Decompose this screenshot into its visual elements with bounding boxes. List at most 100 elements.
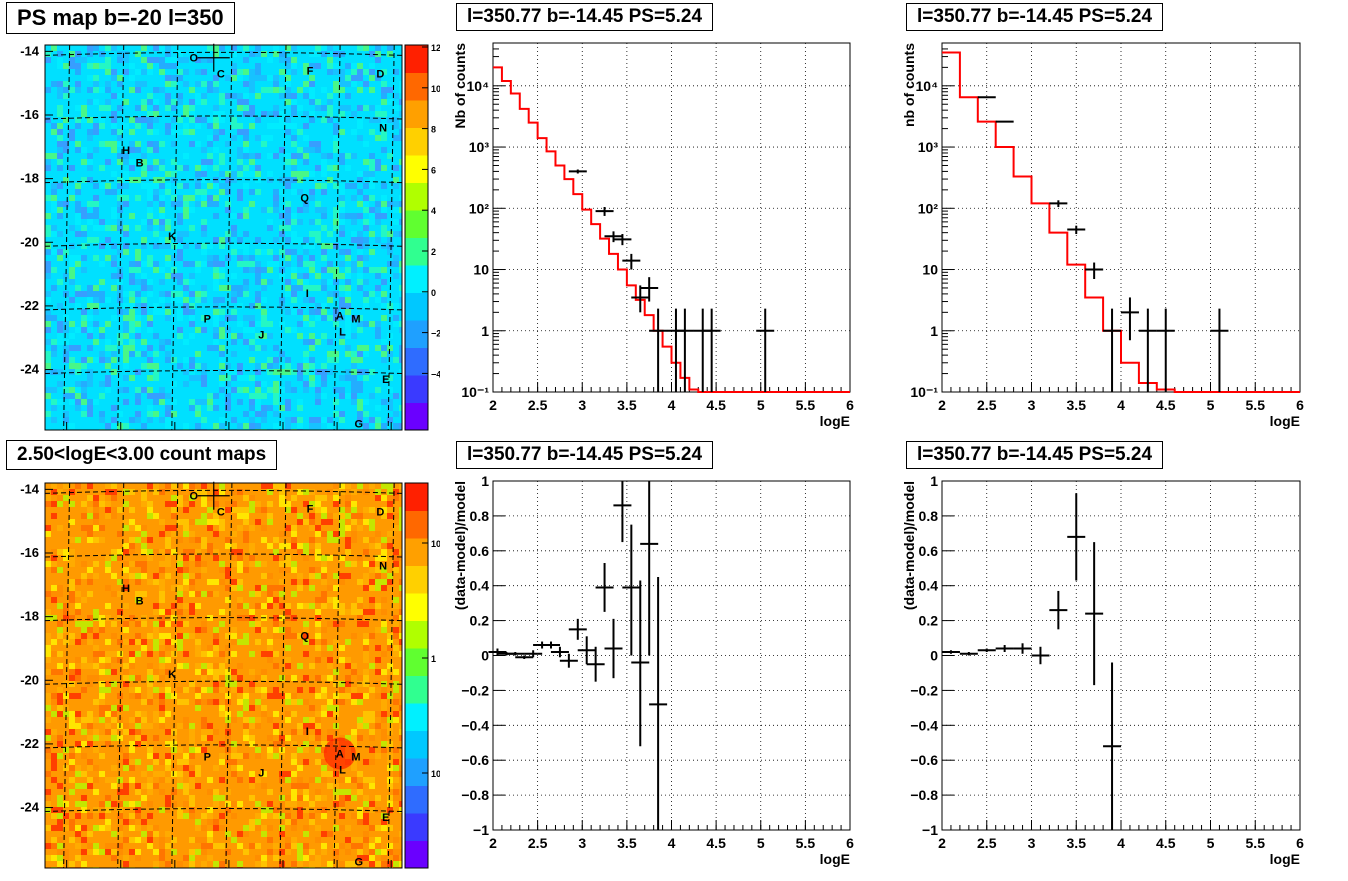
map-pixel xyxy=(105,141,111,147)
map-pixel xyxy=(165,51,171,57)
map-pixel xyxy=(45,297,51,303)
map-pixel xyxy=(333,603,339,609)
map-pixel xyxy=(111,141,117,147)
map-pixel xyxy=(351,693,357,699)
map-pixel xyxy=(81,231,87,237)
map-pixel xyxy=(45,501,51,507)
map-pixel xyxy=(243,243,249,249)
map-pixel xyxy=(333,531,339,537)
map-pixel xyxy=(105,63,111,69)
map-pixel xyxy=(339,87,345,93)
map-pixel xyxy=(357,315,363,321)
map-pixel xyxy=(63,855,69,861)
map-pixel xyxy=(165,843,171,849)
map-pixel xyxy=(195,399,201,405)
map-pixel xyxy=(63,339,69,345)
map-pixel xyxy=(249,393,255,399)
map-pixel xyxy=(189,549,195,555)
map-pixel xyxy=(171,297,177,303)
map-pixel xyxy=(381,669,387,675)
map-pixel xyxy=(129,309,135,315)
map-pixel xyxy=(255,237,261,243)
map-pixel xyxy=(309,111,315,117)
map-pixel xyxy=(279,603,285,609)
map-pixel xyxy=(303,339,309,345)
map-pixel xyxy=(189,729,195,735)
map-pixel xyxy=(249,819,255,825)
map-pixel xyxy=(303,579,309,585)
map-pixel xyxy=(57,129,63,135)
map-pixel xyxy=(57,147,63,153)
map-y-tick-label: -14 xyxy=(20,43,40,58)
map-pixel xyxy=(315,99,321,105)
map-pixel xyxy=(69,675,75,681)
map-pixel xyxy=(381,195,387,201)
map-pixel xyxy=(111,729,117,735)
map-pixel xyxy=(117,81,123,87)
map-pixel xyxy=(261,249,267,255)
map-pixel xyxy=(153,633,159,639)
map-pixel xyxy=(213,495,219,501)
map-pixel xyxy=(189,735,195,741)
map-pixel xyxy=(399,585,402,591)
map-pixel xyxy=(87,375,93,381)
colorbar-frame xyxy=(404,44,429,431)
map-pixel xyxy=(363,561,369,567)
map-pixel xyxy=(375,345,381,351)
map-pixel xyxy=(213,267,219,273)
colorbar-segment xyxy=(405,182,428,211)
map-pixel xyxy=(213,327,219,333)
map-pixel xyxy=(219,861,225,867)
map-pixel xyxy=(345,255,351,261)
map-pixel xyxy=(123,177,129,183)
map-pixel xyxy=(111,273,117,279)
map-pixel xyxy=(225,645,231,651)
map-pixel xyxy=(303,555,309,561)
map-pixel xyxy=(231,633,237,639)
map-pixel xyxy=(129,327,135,333)
map-pixel xyxy=(321,513,327,519)
map-pixel xyxy=(153,627,159,633)
map-pixel xyxy=(261,135,267,141)
map-pixel xyxy=(297,549,303,555)
map-pixel xyxy=(213,129,219,135)
map-pixel xyxy=(219,525,225,531)
map-pixel xyxy=(147,837,153,843)
map-pixel xyxy=(87,201,93,207)
map-pixel xyxy=(159,45,165,51)
map-pixel xyxy=(171,255,177,261)
map-pixel xyxy=(393,603,399,609)
map-pixel xyxy=(249,723,255,729)
map-pixel xyxy=(159,207,165,213)
count-map-area: 356354352350348346344-14-16-18-20-22-24O… xyxy=(20,481,449,881)
map-pixel xyxy=(357,525,363,531)
map-pixel xyxy=(183,555,189,561)
map-pixel xyxy=(165,765,171,771)
map-pixel xyxy=(75,399,81,405)
map-pixel xyxy=(375,807,381,813)
map-pixel xyxy=(93,285,99,291)
map-pixel xyxy=(171,495,177,501)
map-pixel xyxy=(147,279,153,285)
map-pixel xyxy=(45,225,51,231)
map-pixel xyxy=(147,189,153,195)
map-pixel xyxy=(81,321,87,327)
map-pixel xyxy=(279,297,285,303)
map-pixel xyxy=(57,141,63,147)
map-pixel xyxy=(243,603,249,609)
map-pixel xyxy=(387,693,393,699)
map-pixel xyxy=(255,825,261,831)
map-pixel xyxy=(387,639,393,645)
map-pixel xyxy=(381,303,387,309)
map-pixel xyxy=(315,777,321,783)
map-pixel xyxy=(93,747,99,753)
map-pixel xyxy=(339,75,345,81)
map-pixel xyxy=(267,267,273,273)
map-pixel xyxy=(369,183,375,189)
map-pixel xyxy=(387,483,393,489)
map-pixel xyxy=(147,789,153,795)
map-pixel xyxy=(279,675,285,681)
map-pixel xyxy=(261,207,267,213)
colorbar-segment xyxy=(405,620,428,649)
map-pixel xyxy=(117,615,123,621)
